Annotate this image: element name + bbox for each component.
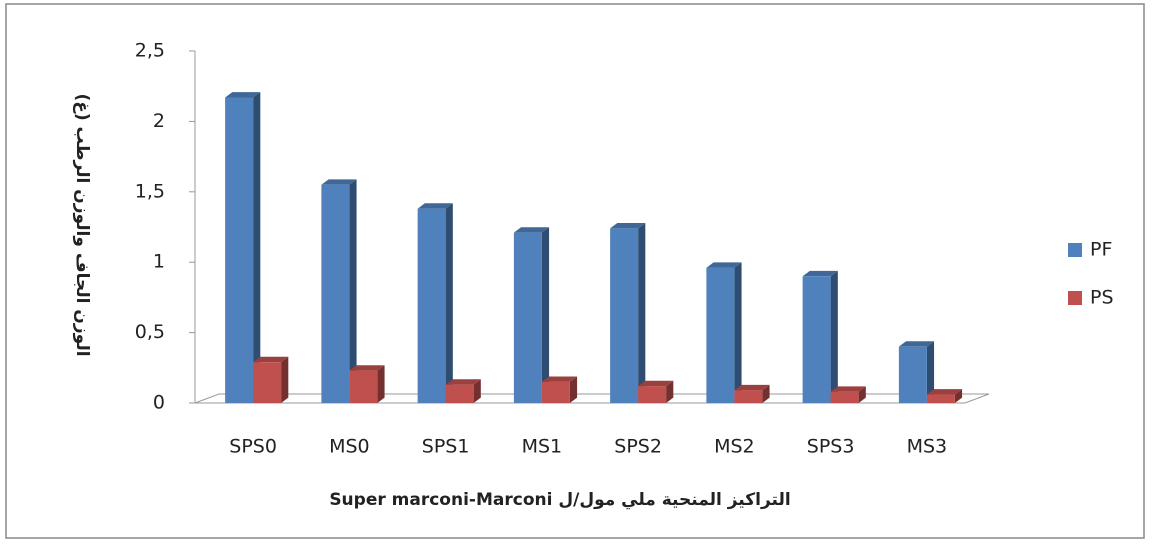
frame [5, 3, 1145, 539]
bar-face [830, 391, 859, 403]
bar-face [762, 384, 770, 403]
x-tick-label: MS3 [907, 436, 948, 458]
bar-face [926, 389, 963, 395]
bar-face [225, 97, 254, 404]
bar-face [349, 179, 357, 403]
y-tick-label: 1,5 [135, 180, 165, 202]
bar [513, 227, 550, 403]
bar [830, 386, 866, 403]
bar-face [417, 208, 446, 403]
bar [417, 203, 453, 403]
bar-face [417, 203, 453, 209]
x-tick-label: SPS1 [422, 436, 470, 458]
bar-face [225, 92, 261, 98]
y-axis-title: الوزن الجاف والوزن الرطب (غ) [72, 93, 92, 356]
x-tick-label: MS2 [714, 436, 755, 458]
bar-face [253, 356, 289, 363]
bar-face [445, 203, 453, 403]
bar-face [610, 223, 646, 229]
bar-face [541, 376, 578, 382]
bar-face [541, 381, 570, 403]
x-tick-label: SPS0 [229, 436, 277, 458]
legend-label: PF [1090, 239, 1112, 261]
bar-face [377, 365, 385, 403]
y-tick-label: 0 [153, 392, 165, 414]
bar [706, 262, 742, 403]
bar-face [349, 370, 378, 403]
bar-face [349, 365, 385, 371]
bar-face [253, 92, 261, 404]
y-tick-label: 0,5 [135, 321, 165, 343]
x-axis-title: التراكيز المنحية ملي مول/ل Super marconi… [329, 490, 790, 510]
bar-face [445, 384, 474, 403]
bar [445, 379, 481, 403]
bar-face [734, 384, 770, 391]
bar-face [734, 390, 763, 403]
bar-face [513, 227, 550, 233]
bar-face [638, 380, 674, 387]
bar [802, 270, 838, 403]
bar-face [898, 341, 935, 347]
bar-face [666, 380, 674, 403]
bar [926, 389, 963, 403]
bar-face [802, 270, 838, 277]
bar-face [610, 228, 639, 403]
bar-face [830, 386, 866, 392]
bar-face [321, 179, 357, 185]
bar-face [638, 386, 667, 403]
bar [610, 223, 646, 403]
x-tick-label: MS0 [329, 436, 370, 458]
bar [638, 380, 674, 403]
legend-swatch [1068, 243, 1082, 257]
bar-face [281, 356, 289, 403]
y-tick-label: 1 [153, 251, 165, 273]
bar-face [513, 232, 542, 403]
bar-face [898, 346, 927, 403]
bar [253, 356, 289, 403]
x-tick-label: SPS3 [807, 436, 855, 458]
bar-face [706, 262, 742, 268]
bar-face [926, 341, 935, 403]
bar-face [445, 379, 481, 385]
x-tick-label: MS1 [522, 436, 563, 458]
bar-face [541, 227, 550, 403]
bar-face [734, 262, 742, 403]
bar-face [830, 270, 838, 403]
bar-face [858, 386, 866, 403]
bar-face [926, 394, 955, 403]
legend-label: PS [1090, 287, 1114, 309]
bar-face [253, 362, 282, 403]
bar [321, 179, 357, 403]
bar-face [569, 376, 578, 403]
bar-face [473, 379, 481, 403]
bar-face [638, 223, 646, 403]
bar [898, 341, 935, 403]
bar [541, 376, 578, 403]
bar-face [954, 389, 963, 403]
bar [734, 384, 770, 403]
bar [349, 365, 385, 403]
x-tick-label: SPS2 [614, 436, 662, 458]
y-tick-label: 2,5 [135, 40, 165, 62]
legend-swatch [1068, 291, 1082, 305]
bar-face [802, 276, 831, 403]
y-tick-label: 2 [153, 110, 165, 132]
bar-face [321, 184, 350, 403]
bar-face [706, 267, 735, 403]
floor [194, 393, 990, 404]
bar [225, 92, 261, 404]
